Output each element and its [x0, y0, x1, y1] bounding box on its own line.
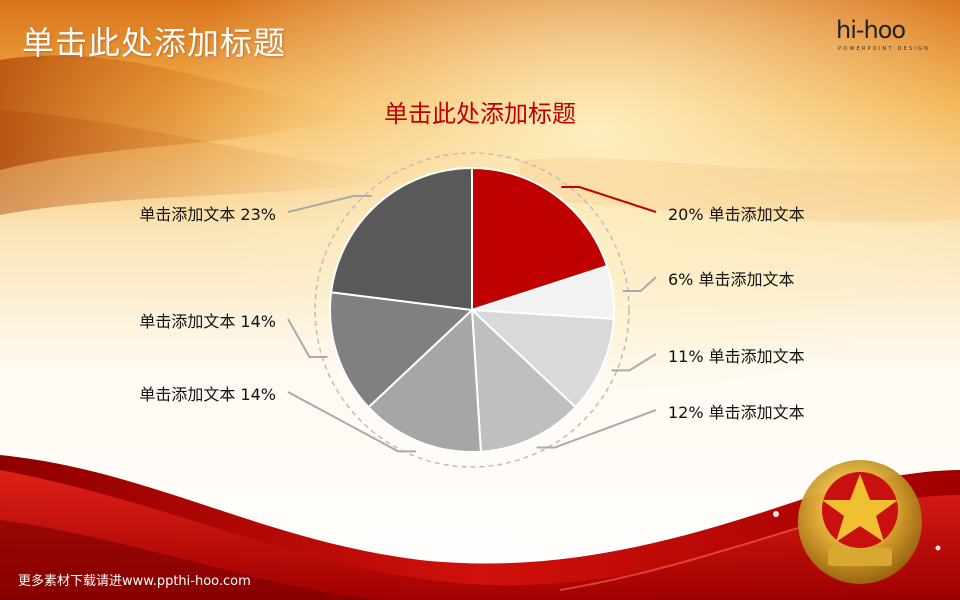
brand-tagline: POWERPOINT DESIGN	[838, 46, 931, 52]
leader-line	[287, 318, 328, 358]
pie-slice[interactable]	[330, 166, 473, 312]
slice-label[interactable]: 6% 单击添加文本	[668, 270, 795, 289]
leader-line	[622, 276, 657, 292]
brand-logo-text: hi-hoo	[836, 16, 906, 44]
pie-slice[interactable]	[367, 307, 482, 453]
pie-slices	[329, 166, 615, 453]
slide-title[interactable]: 单击此处添加标题	[22, 24, 287, 62]
leader-line	[561, 186, 657, 213]
leader-line	[287, 391, 417, 453]
pie-slice[interactable]	[329, 291, 475, 409]
slice-label[interactable]: 单击添加文本 14%	[139, 385, 276, 404]
pie-outer-dashed-ring	[314, 152, 630, 468]
brand-logo: hi-hoo POWERPOINT DESIGN	[836, 16, 940, 56]
leader-lines	[287, 186, 657, 453]
emblem-icon	[798, 460, 922, 584]
pie-slice[interactable]	[471, 166, 609, 312]
pie-slice[interactable]	[469, 308, 615, 409]
chart-title[interactable]: 单击此处添加标题	[384, 100, 576, 128]
leader-line	[287, 194, 372, 213]
slice-label[interactable]: 11% 单击添加文本	[668, 347, 805, 366]
slice-label[interactable]: 12% 单击添加文本	[668, 403, 805, 422]
pie-slice[interactable]	[470, 307, 577, 453]
slice-label[interactable]: 单击添加文本 14%	[139, 312, 276, 331]
footer-link[interactable]: 更多素材下载请进www.ppthi-hoo.com	[18, 574, 251, 589]
leader-line	[611, 353, 657, 372]
slice-label[interactable]: 20% 单击添加文本	[668, 205, 805, 224]
leader-line	[536, 409, 657, 449]
slice-label[interactable]: 单击添加文本 23%	[139, 205, 276, 224]
